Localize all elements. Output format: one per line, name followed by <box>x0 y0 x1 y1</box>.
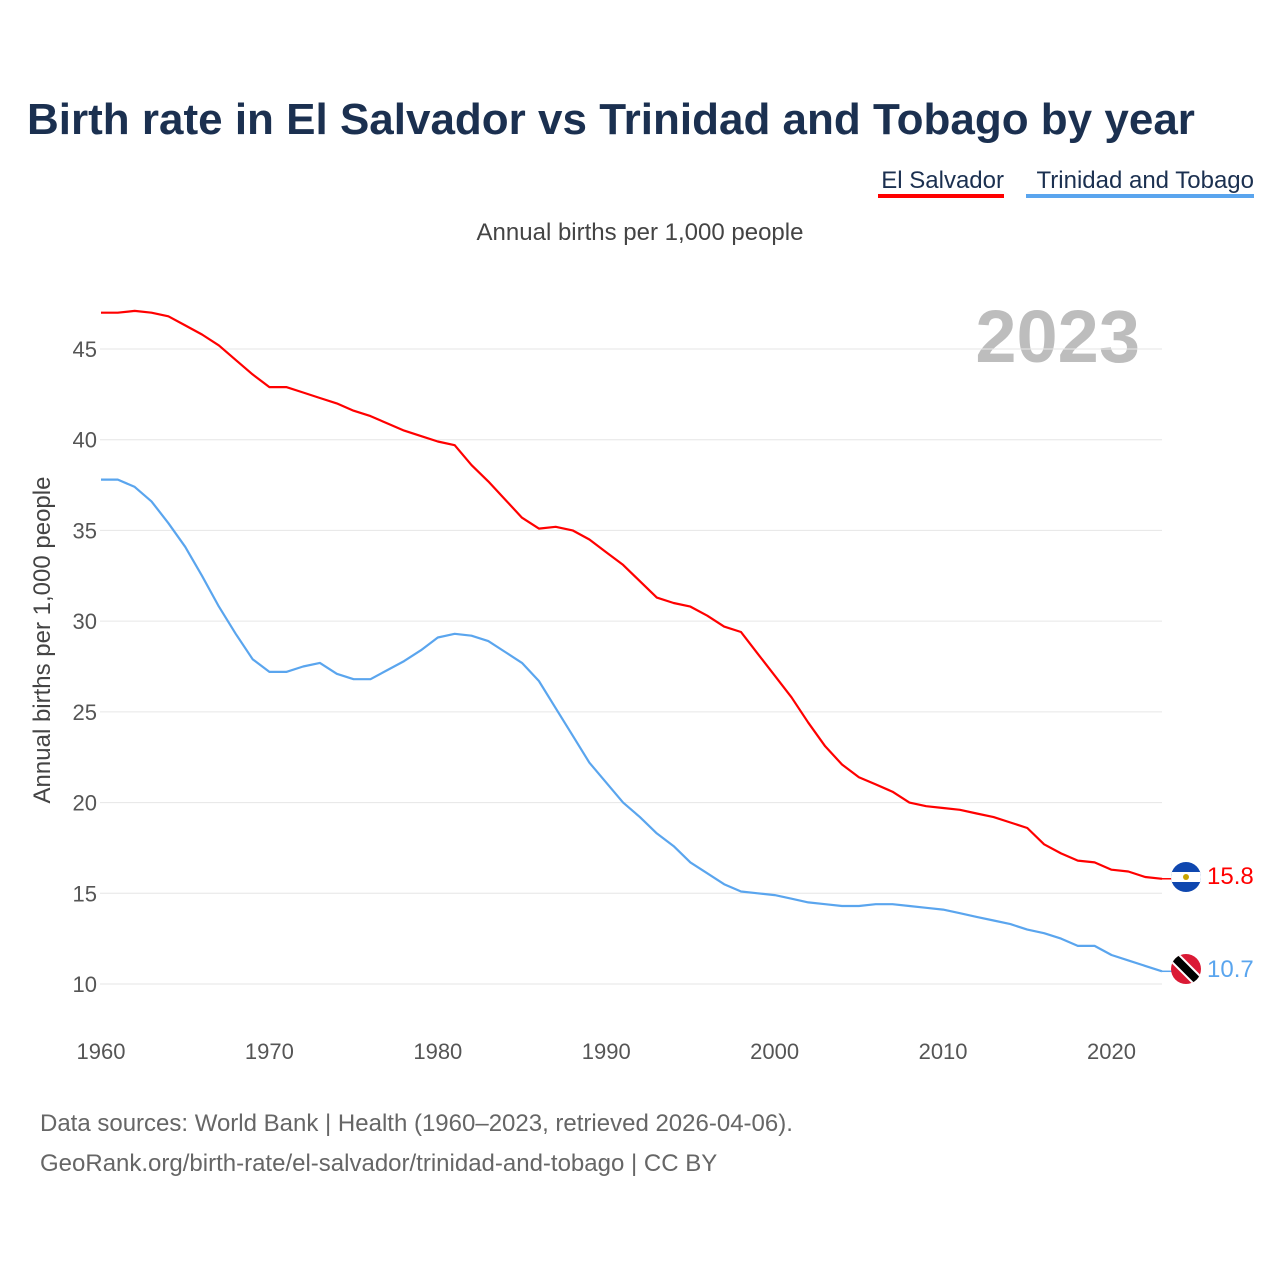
series-line-trinidad-and-tobago <box>101 478 1163 973</box>
y-tick-label: 10 <box>73 972 97 997</box>
footer-source: Data sources: World Bank | Health (1960–… <box>40 1110 793 1137</box>
x-tick-label: 2010 <box>919 1039 968 1064</box>
gridlines <box>100 348 1162 985</box>
end-label-trinidad-and-tobago: 10.7 <box>1207 956 1254 983</box>
x-tick-label: 2020 <box>1087 1039 1136 1064</box>
flag-trinidad-and-tobago-icon <box>1171 954 1201 984</box>
y-tick-label: 20 <box>73 791 97 816</box>
y-tick-label: 40 <box>73 428 97 453</box>
year-watermark: 2023 <box>975 295 1140 378</box>
x-tick-label: 1970 <box>245 1039 294 1064</box>
y-tick-label: 35 <box>73 518 97 543</box>
flag-el-salvador-icon <box>1171 862 1201 892</box>
footer-url[interactable]: GeoRank.org/birth-rate/el-salvador/trini… <box>40 1150 717 1177</box>
end-label-el-salvador: 15.8 <box>1207 863 1254 890</box>
legend: El Salvador Trinidad and Tobago <box>878 167 1254 198</box>
y-tick-label: 15 <box>73 881 97 906</box>
chart-title: Birth rate in El Salvador vs Trinidad an… <box>27 95 1195 144</box>
y-axis-ticks: 10 15 20 25 30 35 40 45 <box>73 337 97 997</box>
legend-label-el-salvador[interactable]: El Salvador <box>881 167 1004 194</box>
chart-subtitle: Annual births per 1,000 people <box>477 219 804 246</box>
x-tick-label: 2000 <box>750 1039 799 1064</box>
legend-label-trinidad-and-tobago[interactable]: Trinidad and Tobago <box>1037 167 1255 194</box>
y-tick-label: 30 <box>73 609 97 634</box>
legend-swatch-el-salvador <box>878 194 1004 198</box>
x-tick-label: 1990 <box>582 1039 631 1064</box>
legend-item-el-salvador[interactable]: El Salvador <box>878 167 1004 198</box>
y-tick-label: 45 <box>73 337 97 362</box>
legend-swatch-trinidad-and-tobago <box>1026 194 1254 198</box>
y-tick-label: 25 <box>73 700 97 725</box>
series-line-el-salvador <box>101 309 1163 880</box>
x-tick-label: 1960 <box>77 1039 126 1064</box>
series-lines <box>101 309 1172 973</box>
x-axis-ticks: 1960 1970 1980 1990 2000 2010 2020 <box>77 1039 1136 1064</box>
y-axis-label: Annual births per 1,000 people <box>29 477 56 804</box>
x-tick-label: 1980 <box>413 1039 462 1064</box>
legend-item-trinidad-and-tobago[interactable]: Trinidad and Tobago <box>1026 167 1254 198</box>
